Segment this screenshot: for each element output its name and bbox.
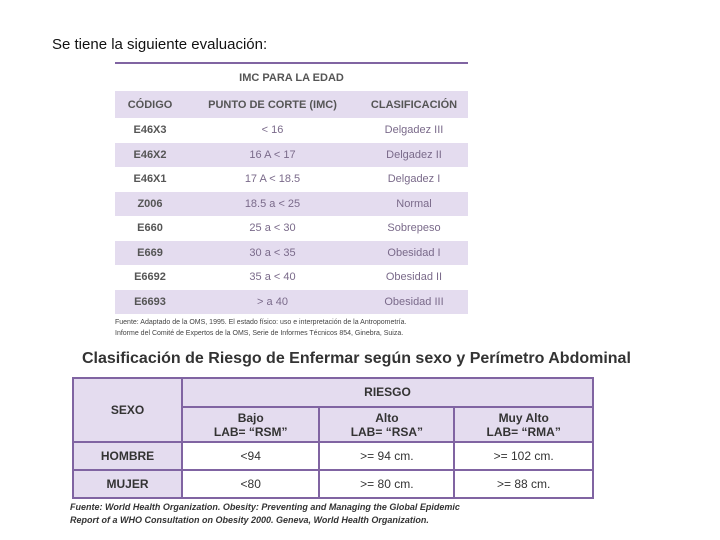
table-cell: 25 a < 30: [249, 222, 296, 235]
table-cell: 16 A < 17: [185, 142, 360, 167]
source-line: Fuente: Adaptado de la OMS, 1995. El est…: [115, 319, 407, 326]
table-title: IMC PARA LA EDAD: [115, 62, 468, 91]
table-row: Z006 18.5 a < 25 Normal: [115, 191, 468, 216]
table-cell: E669: [115, 240, 185, 265]
table-cell: <80: [183, 471, 319, 497]
table-cell: >= 80 cm.: [320, 471, 454, 497]
header-row: Bajo LAB= “RSM” Alto LAB= “RSA” Muy Alto LAB=…: [74, 407, 592, 442]
table-row: E660 25 a < 30 Sobrepeso: [115, 216, 468, 241]
source-line: Informe del Comité de Expertos de la OMS…: [115, 330, 404, 337]
table-title: Clasificación de Riesgo de Enfermar segú…: [82, 350, 631, 367]
table-cell: HOMBRE: [74, 443, 181, 470]
imc-table: IMC PARA LA EDAD CÓDIGO PUNTO DE CORTE (IM…: [115, 62, 468, 314]
header-text: LAB= “RSM”: [213, 424, 288, 439]
table-row: MUJER <80 >= 80 cm. >= 88 cm.: [74, 471, 592, 497]
table-row: E46X3 < 16 Delgadez III: [115, 118, 468, 143]
header-text: Muy Alto: [498, 410, 549, 425]
table-cell: <94: [183, 443, 319, 470]
table-cell: Sobrepeso: [387, 222, 441, 235]
table-cell: >= 102 cm.: [455, 443, 592, 470]
column-header: CLASIFICACIÓN: [360, 91, 468, 118]
table-cell: 30 a < 35: [185, 240, 360, 265]
table-row: E46X1 17 A < 18.5 Delgadez I: [115, 167, 468, 192]
table-row: E6693 > a 40 Obesidad III: [115, 289, 468, 314]
table-cell: MUJER: [74, 471, 181, 497]
table-cell: < 16: [261, 124, 284, 137]
table-row: E669 30 a < 35 Obesidad I: [115, 240, 468, 265]
table-cell: >= 94 cm.: [320, 443, 454, 470]
source-line: Fuente: World Health Organization. Obesi…: [70, 502, 460, 512]
table-cell: E6693: [115, 289, 185, 314]
table-cell: 18.5 a < 25: [185, 191, 360, 216]
table-cell: Obesidad II: [385, 271, 443, 284]
table-cell: > a 40: [185, 289, 360, 314]
header-text: LAB= “RMA”: [486, 424, 561, 439]
column-header: Alto LAB= “RSA”: [320, 407, 454, 442]
table-cell: Normal: [360, 191, 468, 216]
header-text: LAB= “RSA”: [350, 424, 424, 439]
table-cell: E46X1: [133, 173, 167, 186]
table-cell: E46X2: [115, 142, 185, 167]
table-cell: >= 88 cm.: [455, 471, 592, 497]
table-cell: Obesidad I: [360, 240, 468, 265]
column-header: Bajo LAB= “RSM”: [183, 407, 319, 442]
table-cell: Delgadez I: [387, 173, 441, 186]
header-row: CÓDIGO PUNTO DE CORTE (IMC) CLASIFICACIÓN: [115, 91, 468, 118]
source-line: Report of a WHO Consultation on Obesity …: [70, 515, 429, 525]
table-cell: Z006: [115, 191, 185, 216]
column-header: CÓDIGO: [115, 91, 185, 118]
column-header: SEXO: [74, 379, 181, 442]
header-row: SEXO RIESGO: [74, 379, 592, 442]
table-row: E6692 35 a < 40 Obesidad II: [115, 265, 468, 290]
column-header: PUNTO DE CORTE (IMC): [185, 91, 360, 118]
header-text: Alto: [375, 410, 399, 425]
table-cell: E660: [137, 222, 163, 235]
column-header: Muy Alto LAB= “RMA”: [455, 407, 592, 442]
table-cell: 35 a < 40: [249, 271, 296, 284]
heading: Se tiene la siguiente evaluación:: [52, 36, 268, 53]
table-cell: 17 A < 18.5: [244, 173, 301, 186]
table-cell: Obesidad III: [360, 289, 468, 314]
title-row: IMC PARA LA EDAD: [115, 62, 468, 91]
header-text: Bajo: [237, 410, 264, 425]
table-cell: Delgadez II: [360, 142, 468, 167]
table-cell: E6692: [134, 271, 166, 284]
table-cell: Delgadez III: [384, 124, 444, 137]
risk-table: SEXO RIESGO Bajo LAB= “RSM” Alto LAB= “RSA” Mu…: [72, 377, 594, 499]
group-header: RIESGO: [183, 379, 592, 406]
table-row: E46X2 16 A < 17 Delgadez II: [115, 142, 468, 167]
table-row: HOMBRE <94 >= 94 cm. >= 102 cm.: [74, 443, 592, 470]
table-cell: E46X3: [133, 124, 167, 137]
